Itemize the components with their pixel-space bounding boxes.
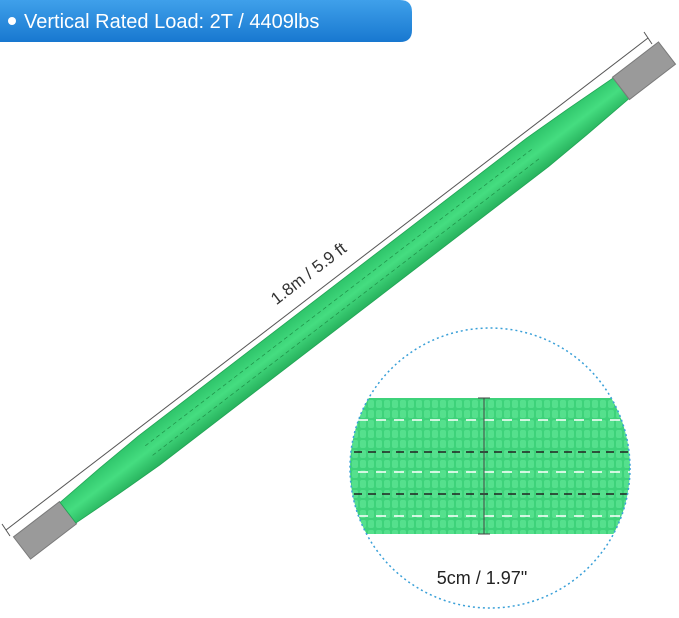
sling <box>12 41 677 560</box>
zoom-detail: 5cm / 1.97" <box>349 327 631 609</box>
badge-text: Vertical Rated Load: 2T / 4409lbs <box>24 11 319 33</box>
badge: Vertical Rated Load: 2T / 4409lbs <box>0 0 412 42</box>
width-label: 5cm / 1.97" <box>437 568 527 588</box>
bullet <box>8 17 16 25</box>
length-dimension <box>1 31 653 537</box>
